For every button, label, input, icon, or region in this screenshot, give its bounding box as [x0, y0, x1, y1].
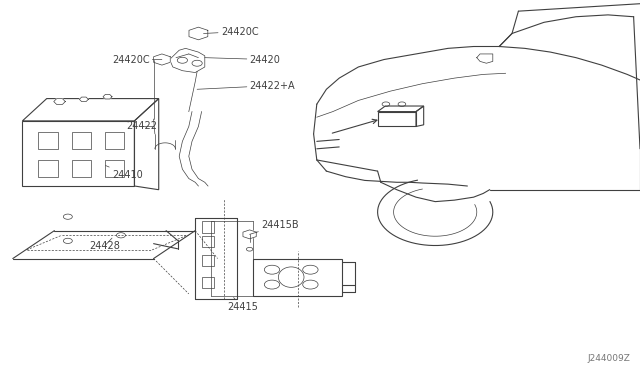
Text: 24420C: 24420C	[112, 55, 162, 64]
Text: J244009Z: J244009Z	[588, 354, 630, 363]
Bar	[72, 132, 91, 149]
Polygon shape	[79, 97, 88, 102]
Bar	[72, 160, 91, 177]
Bar	[105, 132, 124, 149]
Text: 24415: 24415	[227, 298, 258, 312]
Polygon shape	[243, 230, 256, 239]
Text: 24422: 24422	[127, 122, 157, 131]
Bar	[202, 221, 214, 232]
Bar	[38, 132, 58, 149]
Text: 24422+A: 24422+A	[197, 81, 295, 90]
Text: 24420C: 24420C	[204, 27, 259, 36]
Text: 24420: 24420	[205, 55, 280, 64]
Polygon shape	[154, 54, 170, 65]
Polygon shape	[54, 99, 65, 105]
Text: 24410: 24410	[106, 166, 143, 180]
Bar	[202, 277, 214, 288]
Bar	[38, 160, 58, 177]
Text: 24428: 24428	[90, 238, 120, 250]
Bar	[105, 160, 124, 177]
Polygon shape	[103, 94, 112, 99]
Text: 24415B: 24415B	[250, 220, 299, 234]
Bar	[202, 236, 214, 247]
Bar	[202, 255, 214, 266]
Polygon shape	[189, 27, 208, 40]
